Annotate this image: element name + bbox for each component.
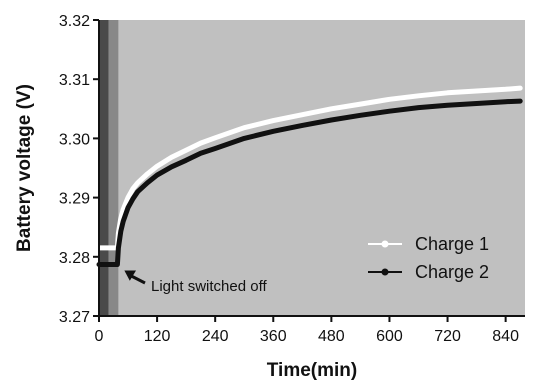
legend-label-charge-1: Charge 1 [415,234,489,254]
x-tick-label: 720 [434,328,461,345]
y-tick-label: 3.27 [59,309,90,326]
annotation-arrow-shaft [129,274,146,285]
y-tick-label: 3.32 [59,13,90,30]
series-layer [96,85,523,267]
y-ticks: 3.27 3.28 3.29 3.30 3.31 3.32 [59,13,99,326]
x-tick-label: 240 [202,328,229,345]
y-tick-label: 3.29 [59,191,90,208]
y-tick-label: 3.30 [59,131,90,148]
x-tick-label: 480 [318,328,345,345]
x-tick-label: 0 [95,328,104,345]
legend-label-charge-2: Charge 2 [415,262,489,282]
y-axis-title: Battery voltage (V) [14,84,35,252]
x-ticks: 0 120 240 360 480 600 720 840 [95,316,519,345]
series-line-charge-1 [96,85,523,251]
shaded-region-2 [108,20,119,316]
legend-marker-charge-2 [381,268,389,276]
x-tick-label: 360 [260,328,287,345]
series-line-charge-2 [96,98,523,267]
y-tick-label: 3.31 [59,72,90,89]
shaded-region-1 [99,20,109,316]
legend-marker-charge-1 [381,240,389,248]
shaded-regions [99,20,119,316]
annotation-arrow-head [124,270,137,281]
x-tick-label: 120 [144,328,171,345]
x-tick-label: 840 [492,328,519,345]
y-tick-label: 3.28 [59,250,90,267]
annotation-text: Light switched off [151,278,267,295]
annotation: Light switched off [124,270,267,295]
x-axis-title: Time(min) [267,360,357,381]
x-tick-label: 600 [376,328,403,345]
legend: Charge 1 Charge 2 [368,234,489,282]
